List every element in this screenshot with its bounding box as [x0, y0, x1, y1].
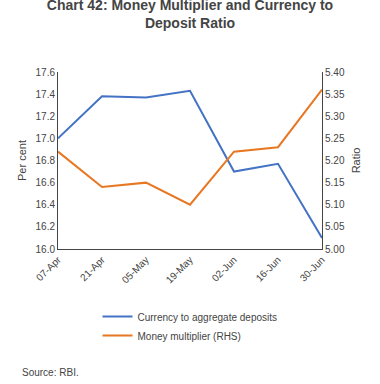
- svg-text:16.4: 16.4: [36, 199, 56, 210]
- svg-text:5.30: 5.30: [325, 111, 345, 122]
- svg-text:05-May: 05-May: [120, 254, 151, 285]
- svg-text:21-Apr: 21-Apr: [78, 254, 107, 283]
- svg-text:16.6: 16.6: [36, 177, 56, 188]
- svg-text:07-Apr: 07-Apr: [34, 254, 63, 283]
- svg-text:Chart 42: Money Multiplier and: Chart 42: Money Multiplier and Currency …: [47, 0, 333, 31]
- svg-text:Money multiplier (RHS): Money multiplier (RHS): [138, 331, 241, 342]
- svg-text:5.25: 5.25: [325, 133, 345, 144]
- svg-text:16.0: 16.0: [36, 244, 56, 255]
- svg-text:16.2: 16.2: [36, 221, 56, 232]
- svg-text:5.15: 5.15: [325, 177, 345, 188]
- svg-text:Source: RBI.: Source: RBI.: [22, 367, 79, 378]
- svg-text:5.10: 5.10: [325, 199, 345, 210]
- svg-text:19-May: 19-May: [164, 254, 195, 285]
- svg-text:17.6: 17.6: [36, 67, 56, 78]
- svg-text:30-Jun: 30-Jun: [298, 254, 327, 283]
- svg-text:Ratio: Ratio: [350, 148, 362, 174]
- svg-text:17.0: 17.0: [36, 133, 56, 144]
- svg-text:17.4: 17.4: [36, 89, 56, 100]
- svg-text:17.2: 17.2: [36, 111, 56, 122]
- svg-text:5.35: 5.35: [325, 89, 345, 100]
- svg-text:16-Jun: 16-Jun: [254, 254, 283, 283]
- svg-text:16.8: 16.8: [36, 155, 56, 166]
- svg-text:5.00: 5.00: [325, 244, 345, 255]
- svg-text:Per cent: Per cent: [16, 140, 28, 181]
- svg-text:02-Jun: 02-Jun: [210, 254, 239, 283]
- svg-text:5.05: 5.05: [325, 221, 345, 232]
- svg-text:5.40: 5.40: [325, 67, 345, 78]
- svg-text:5.20: 5.20: [325, 155, 345, 166]
- svg-text:Currency to aggregate deposits: Currency to aggregate deposits: [138, 312, 278, 323]
